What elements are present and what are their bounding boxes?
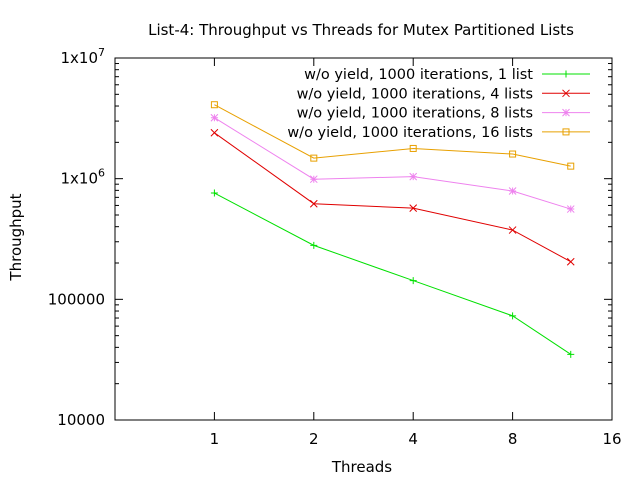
series-point bbox=[409, 277, 417, 285]
legend: w/o yield, 1000 iterations, 1 list w/o yi… bbox=[287, 67, 590, 141]
legend-entry-4: w/o yield, 1000 iterations, 16 lists bbox=[287, 125, 590, 141]
x-tick-label: 8 bbox=[508, 430, 518, 448]
chart-title: List-4: Throughput vs Threads for Mutex … bbox=[148, 21, 574, 39]
series-point bbox=[562, 89, 570, 98]
legend-entry-1: w/o yield, 1000 iterations, 1 list bbox=[304, 67, 590, 83]
series-point bbox=[562, 70, 570, 78]
x-tick-label: 1 bbox=[210, 430, 220, 448]
series-point bbox=[210, 128, 219, 137]
series-point bbox=[566, 257, 575, 266]
series-point bbox=[562, 128, 570, 136]
series-point bbox=[409, 204, 418, 212]
x-tick-label: 4 bbox=[408, 430, 418, 448]
series-point bbox=[567, 162, 575, 170]
series-point bbox=[409, 172, 418, 181]
y-tick-label: 100000 bbox=[48, 290, 105, 308]
y-tick-label: 10000 bbox=[57, 411, 105, 429]
axis-ticks: 1 2 4 8 16 10000 100000 1x106 1x107 bbox=[48, 46, 622, 448]
series-layer bbox=[210, 101, 575, 358]
legend-entry-2: w/o yield, 1000 iterations, 4 lists bbox=[297, 86, 590, 102]
series-point bbox=[210, 113, 219, 122]
series-line bbox=[214, 104, 571, 167]
x-tick-label: 16 bbox=[602, 430, 621, 448]
series-3 bbox=[210, 113, 575, 213]
y-tick-label: 1x106 bbox=[60, 167, 105, 188]
series-point bbox=[508, 187, 517, 195]
legend-label: w/o yield, 1000 iterations, 8 lists bbox=[297, 106, 533, 122]
legend-label: w/o yield, 1000 iterations, 16 lists bbox=[287, 125, 533, 141]
series-point bbox=[310, 154, 318, 162]
series-point bbox=[509, 312, 517, 320]
x-tick-label: 2 bbox=[309, 430, 319, 448]
series-1 bbox=[210, 189, 575, 358]
series-point bbox=[309, 199, 318, 208]
series-point bbox=[210, 101, 218, 109]
y-tick-label: 1x107 bbox=[60, 46, 105, 67]
series-point bbox=[508, 226, 517, 234]
series-point bbox=[562, 108, 570, 117]
legend-label: w/o yield, 1000 iterations, 4 lists bbox=[297, 86, 533, 102]
series-point bbox=[567, 350, 575, 358]
plot-frame bbox=[114, 57, 613, 421]
series-line bbox=[214, 132, 571, 263]
series-4 bbox=[210, 101, 575, 170]
legend-label: w/o yield, 1000 iterations, 1 list bbox=[304, 67, 533, 83]
y-axis-label: Throughput bbox=[7, 193, 25, 281]
series-point bbox=[309, 175, 318, 184]
series-point bbox=[566, 205, 575, 213]
x-axis-label: Threads bbox=[331, 458, 392, 476]
series-point bbox=[210, 189, 218, 197]
series-point bbox=[310, 241, 318, 249]
series-line bbox=[214, 192, 572, 355]
legend-entry-3: w/o yield, 1000 iterations, 8 lists bbox=[297, 106, 590, 122]
series-2 bbox=[210, 128, 575, 266]
series-point bbox=[409, 144, 417, 152]
series-point bbox=[509, 150, 517, 158]
